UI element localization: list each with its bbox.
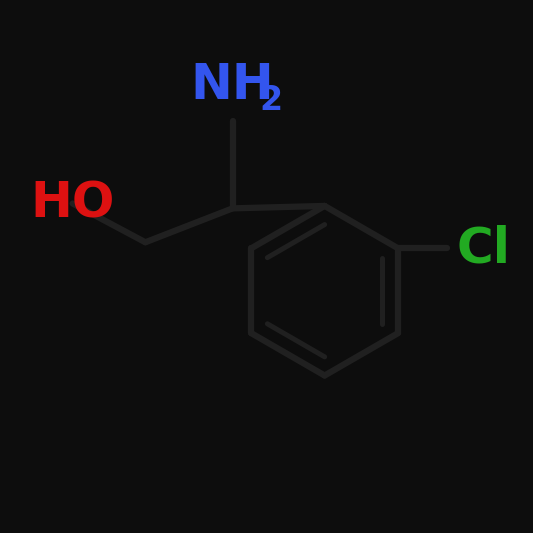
Text: HO: HO — [30, 180, 115, 228]
Text: Cl: Cl — [456, 224, 510, 272]
Text: 2: 2 — [259, 84, 282, 117]
Text: NH: NH — [191, 61, 274, 109]
